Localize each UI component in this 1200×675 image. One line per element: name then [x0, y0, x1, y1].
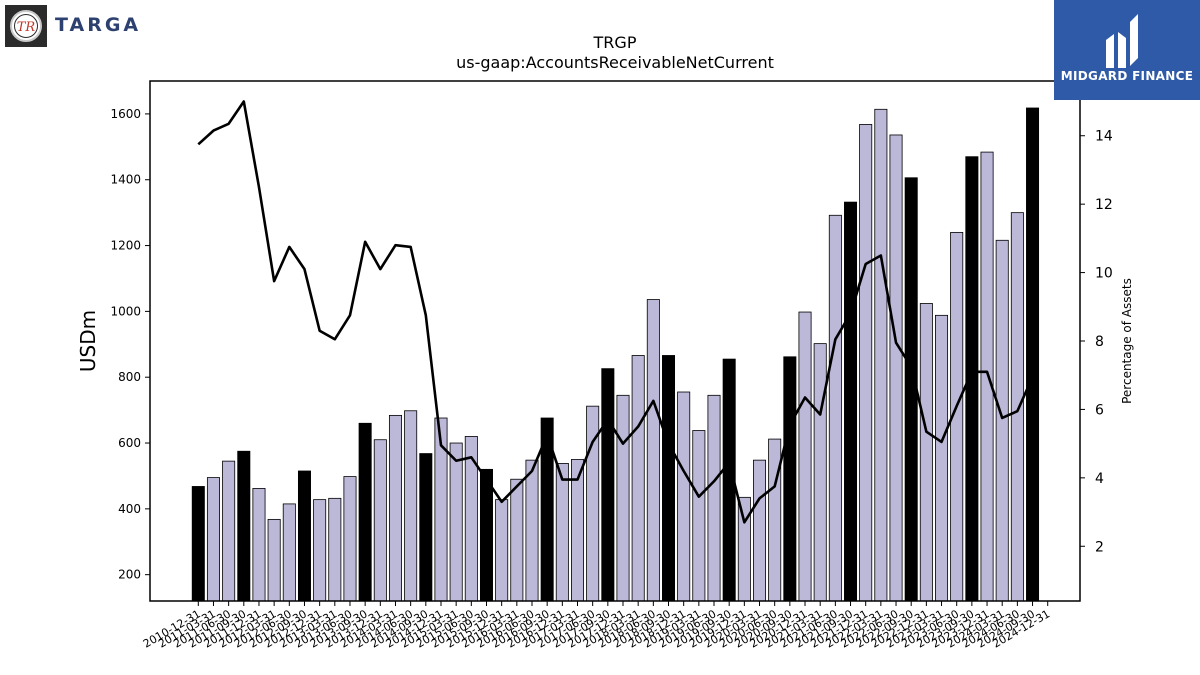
bar	[783, 356, 797, 602]
y-axis-right: 2 4 6 8 10 12 14	[1080, 129, 1113, 555]
y-tick-label: 1000	[110, 304, 141, 318]
brand-badge: MIDGARD FINANCE	[1054, 0, 1200, 100]
bar	[601, 368, 615, 602]
chart-title: TRGP	[593, 33, 637, 52]
bar	[555, 463, 569, 602]
y-tick-label: 600	[118, 436, 141, 450]
midgard-mark-icon	[1106, 14, 1138, 68]
plot-frame	[149, 80, 1081, 602]
logo-text: TARGA	[55, 14, 142, 36]
bar	[495, 499, 509, 602]
bar	[813, 343, 827, 602]
bar	[479, 468, 493, 602]
bar	[859, 124, 873, 602]
bar	[935, 314, 949, 602]
y2-axis-label: Percentage of Assets	[1120, 278, 1134, 404]
y2-tick-label: 4	[1095, 471, 1104, 487]
bar	[889, 134, 903, 602]
bar	[753, 459, 767, 602]
company-logo: TR TARGA	[5, 5, 165, 47]
bar	[692, 430, 706, 602]
bar	[525, 459, 539, 602]
y-tick-label: 400	[118, 502, 141, 516]
bar	[919, 303, 933, 602]
bar	[419, 453, 433, 602]
y2-tick-label: 12	[1095, 197, 1113, 213]
y2-tick-label: 14	[1095, 129, 1113, 145]
x-axis: 2010-12-312011-03-312011-06-302011-09-30…	[141, 601, 1052, 651]
bar	[616, 394, 630, 602]
bar	[798, 311, 812, 602]
bar	[844, 201, 858, 602]
y2-tick-label: 10	[1095, 266, 1113, 282]
y2-tick-label: 8	[1095, 334, 1104, 350]
bar	[343, 476, 357, 602]
logo-monogram: TR	[17, 20, 36, 35]
bar	[707, 394, 721, 602]
bar	[646, 299, 660, 602]
y-tick-label: 1200	[110, 239, 141, 253]
bar	[768, 438, 782, 602]
y-tick-label: 200	[118, 568, 141, 582]
bar	[267, 518, 281, 602]
bar	[995, 239, 1009, 602]
bar	[358, 422, 372, 602]
bar	[388, 414, 402, 602]
brand-badge-text: MIDGARD FINANCE	[1060, 69, 1194, 83]
bar	[222, 460, 236, 602]
bar	[510, 478, 524, 602]
bar	[677, 391, 691, 602]
bar	[252, 488, 266, 602]
bar	[1010, 212, 1024, 602]
bar	[313, 499, 327, 602]
bar	[1026, 107, 1040, 602]
y-tick-label: 1400	[110, 173, 141, 187]
bar	[328, 497, 342, 602]
bar-series	[191, 107, 1040, 602]
bar	[662, 355, 676, 602]
y-tick-label: 1600	[110, 107, 141, 121]
bar	[874, 108, 888, 602]
y2-tick-label: 6	[1095, 402, 1104, 418]
bar	[980, 151, 994, 602]
bar	[191, 486, 205, 602]
bar	[404, 410, 418, 602]
bar	[737, 496, 751, 602]
y-tick-label: 800	[118, 370, 141, 384]
chart-subtitle: us-gaap:AccountsReceivableNetCurrent	[456, 53, 774, 72]
y2-tick-label: 2	[1095, 539, 1104, 555]
bar	[206, 477, 220, 602]
bar	[373, 439, 387, 602]
bar	[449, 442, 463, 602]
targa-emblem-icon: TR	[5, 5, 47, 47]
percentage-line	[197, 100, 1034, 524]
bar	[237, 450, 251, 602]
y-axis-label: USDm	[76, 310, 100, 372]
bar	[297, 470, 311, 602]
bar	[631, 355, 645, 602]
bar	[828, 214, 842, 602]
bar	[464, 436, 478, 602]
bar	[282, 503, 296, 602]
y-axis-left: 200 400 600 800 1000 1200 1400 1600	[110, 107, 150, 582]
